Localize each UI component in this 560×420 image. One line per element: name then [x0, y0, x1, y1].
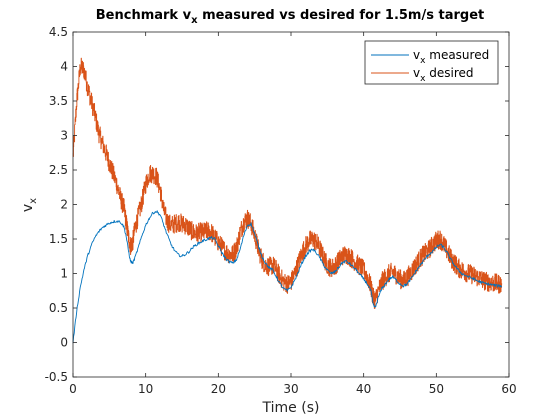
series-line-measured [72, 210, 503, 344]
legend: vx measured vx desired [364, 40, 499, 85]
y-tick-label: 2 [60, 198, 68, 212]
chart-title-suffix: measured vs desired for 1.5m/s target [198, 8, 485, 23]
y-axis-label: vx [20, 198, 39, 212]
y-tick-label: 1 [60, 267, 68, 281]
legend-label-measured-main: v [413, 48, 420, 62]
x-tick-label: 60 [501, 382, 516, 396]
chart-title: Benchmark vx measured vs desired for 1.5… [96, 8, 484, 26]
y-tick-label: 4.5 [49, 25, 68, 39]
legend-label-measured-sub: x [420, 56, 426, 66]
y-axis-label-sub: x [28, 198, 39, 204]
x-axis-label: Time (s) [262, 400, 320, 416]
y-tick-label: -0.5 [45, 370, 68, 384]
y-tick-label: 3 [60, 129, 68, 143]
x-tick-label: 10 [138, 382, 153, 396]
series-line-desired [72, 57, 503, 309]
x-tick-label: 40 [356, 382, 371, 396]
x-tick-label: 20 [211, 382, 226, 396]
y-tick-label: 2.5 [49, 163, 68, 177]
plot-area [73, 32, 509, 377]
y-tick-label: 0.5 [49, 301, 68, 315]
legend-label-desired-main: v [413, 66, 420, 80]
legend-label-desired: vx desired [413, 66, 474, 84]
chart-title-sub: x [191, 15, 198, 26]
chart-title-prefix: Benchmark v [96, 8, 192, 23]
x-tick-label: 0 [69, 382, 77, 396]
axis-ticks: 0 10 20 30 40 50 60-0.500.511.522.533.544.5 [45, 25, 517, 396]
x-tick-label: 50 [429, 382, 444, 396]
series-lines [72, 57, 503, 344]
y-axis-label-main: v [20, 204, 36, 212]
legend-box [364, 40, 499, 85]
legend-label-measured-rest: measured [425, 48, 489, 62]
legend-label-desired-rest: desired [425, 66, 473, 80]
legend-label-measured: vx measured [413, 48, 489, 66]
y-tick-label: 0 [60, 336, 68, 350]
y-tick-label: 4 [60, 60, 68, 74]
y-tick-label: 1.5 [49, 232, 68, 246]
y-tick-label: 3.5 [49, 94, 68, 108]
legend-label-desired-sub: x [420, 74, 426, 84]
x-tick-label: 30 [283, 382, 298, 396]
